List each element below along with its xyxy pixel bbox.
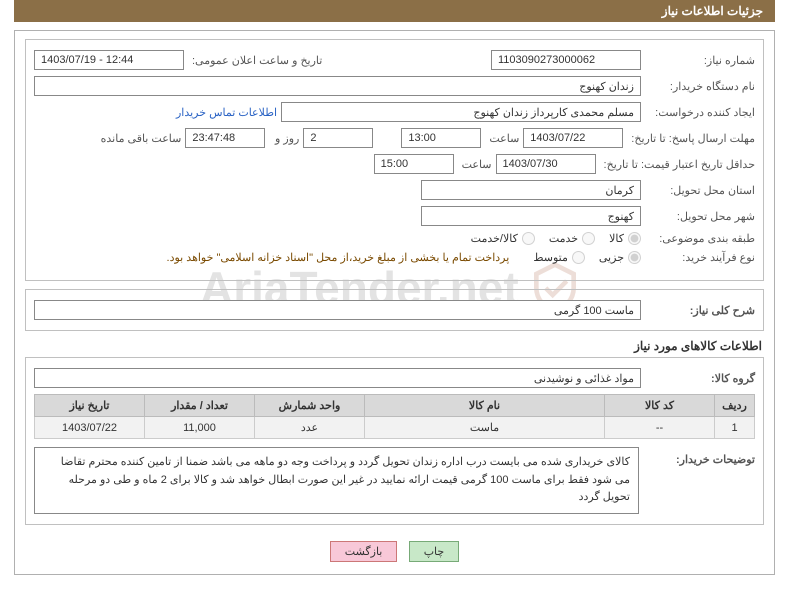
requester-label: ایجاد کننده درخواست: xyxy=(645,106,755,119)
need-number-value: 1103090273000062 xyxy=(491,50,641,70)
radio-goods[interactable]: کالا xyxy=(609,232,641,245)
button-row: چاپ بازگشت xyxy=(25,533,764,566)
col-code: کد کالا xyxy=(605,395,715,417)
summary-value: ماست 100 گرمی xyxy=(34,300,641,320)
back-button[interactable]: بازگشت xyxy=(330,541,398,562)
radio-both-label: کالا/خدمت xyxy=(471,232,518,245)
cell-num: 1 xyxy=(715,417,755,439)
print-button[interactable]: چاپ xyxy=(409,541,460,562)
buyer-org-label: نام دستگاه خریدار: xyxy=(645,80,755,93)
province-value: کرمان xyxy=(421,180,641,200)
days-and-label: روز و xyxy=(269,132,299,145)
deadline-date: 1403/07/22 xyxy=(523,128,623,148)
province-label: استان محل تحویل: xyxy=(645,184,755,197)
contact-link[interactable]: اطلاعات تماس خریدار xyxy=(176,106,277,119)
radio-small[interactable]: جزیی xyxy=(599,251,641,264)
process-label: نوع فرآیند خرید: xyxy=(645,251,755,264)
announce-value: 1403/07/19 - 12:44 xyxy=(34,50,184,70)
classification-group: کالا خدمت کالا/خدمت xyxy=(471,232,641,245)
validity-date: 1403/07/30 xyxy=(496,154,596,174)
days-remaining: 2 xyxy=(303,128,373,148)
classification-label: طبقه بندی موضوعی: xyxy=(645,232,755,245)
requester-value: مسلم محمدی کارپرداز زندان کهنوج xyxy=(281,102,641,122)
group-value: مواد غذائی و نوشیدنی xyxy=(34,368,641,388)
time-label-2: ساعت xyxy=(458,158,492,171)
radio-small-label: جزیی xyxy=(599,251,624,264)
need-info-fieldset: شماره نیاز: 1103090273000062 تاریخ و ساع… xyxy=(25,39,764,281)
cell-qty: 11,000 xyxy=(145,417,255,439)
validity-time: 15:00 xyxy=(374,154,454,174)
items-fieldset: گروه کالا: مواد غذائی و نوشیدنی ردیف کد … xyxy=(25,357,764,525)
buyer-desc-label: توضیحات خریدار: xyxy=(645,447,755,466)
radio-medium[interactable]: متوسط xyxy=(533,251,585,264)
items-section-title: اطلاعات کالاهای مورد نیاز xyxy=(27,339,762,353)
summary-fieldset: شرح کلی نیاز: ماست 100 گرمی xyxy=(25,289,764,331)
buyer-org-value: زندان کهنوج xyxy=(34,76,641,96)
col-qty: تعداد / مقدار xyxy=(145,395,255,417)
time-remaining: 23:47:48 xyxy=(185,128,265,148)
cell-unit: عدد xyxy=(255,417,365,439)
announce-label: تاریخ و ساعت اعلان عمومی: xyxy=(188,54,322,67)
process-note: پرداخت تمام یا بخشی از مبلغ خرید،از محل … xyxy=(167,251,510,264)
radio-service[interactable]: خدمت xyxy=(549,232,595,245)
col-unit: واحد شمارش xyxy=(255,395,365,417)
table-row: 1--ماستعدد11,0001403/07/22 xyxy=(35,417,755,439)
cell-name: ماست xyxy=(365,417,605,439)
time-label-1: ساعت xyxy=(485,132,519,145)
group-label: گروه کالا: xyxy=(645,372,755,385)
cell-date: 1403/07/22 xyxy=(35,417,145,439)
city-label: شهر محل تحویل: xyxy=(645,210,755,223)
details-panel: شماره نیاز: 1103090273000062 تاریخ و ساع… xyxy=(14,30,775,575)
city-value: کهنوج xyxy=(421,206,641,226)
radio-goods-label: کالا xyxy=(609,232,624,245)
cell-code: -- xyxy=(605,417,715,439)
items-table: ردیف کد کالا نام کالا واحد شمارش تعداد /… xyxy=(34,394,755,439)
validity-label: حداقل تاریخ اعتبار قیمت: تا تاریخ: xyxy=(600,158,755,171)
deadline-time: 13:00 xyxy=(401,128,481,148)
summary-label: شرح کلی نیاز: xyxy=(645,304,755,317)
need-number-label: شماره نیاز: xyxy=(645,54,755,67)
radio-both[interactable]: کالا/خدمت xyxy=(471,232,535,245)
panel-title: جزئیات اطلاعات نیاز xyxy=(14,0,775,22)
remain-label: ساعت باقی مانده xyxy=(97,132,182,145)
radio-medium-label: متوسط xyxy=(533,251,568,264)
col-name: نام کالا xyxy=(365,395,605,417)
deadline-label: مهلت ارسال پاسخ: تا تاریخ: xyxy=(627,132,755,145)
col-row: ردیف xyxy=(715,395,755,417)
col-date: تاریخ نیاز xyxy=(35,395,145,417)
process-group: جزیی متوسط xyxy=(533,251,641,264)
buyer-desc-text: کالای خریداری شده می بایست درب اداره زند… xyxy=(34,447,639,514)
radio-service-label: خدمت xyxy=(549,232,578,245)
